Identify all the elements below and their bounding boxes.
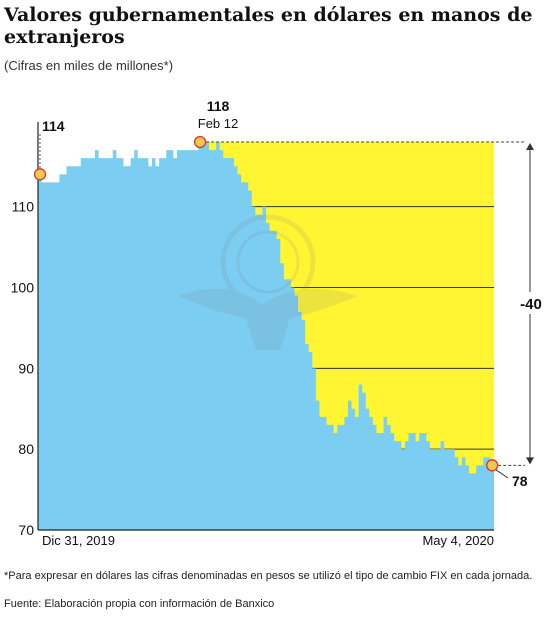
source-note: Fuente: Elaboración propia con informaci… (4, 598, 275, 610)
change-value-label: -40 (520, 296, 542, 313)
peak-value-label: 118 (207, 98, 230, 114)
x-tick-label-start: Dic 31, 2019 (42, 533, 115, 548)
watermark-inner-ring (236, 230, 300, 294)
x-tick-label-end: May 4, 2020 (422, 533, 494, 548)
end-marker (486, 459, 499, 472)
chart-title: Valores gubernamentales en dólares en ma… (4, 4, 533, 48)
change-arrow-bottom (526, 457, 534, 465)
peak-date-label: Feb 12 (198, 116, 238, 131)
y-tick-label: 70 (18, 522, 34, 538)
footnote: *Para expresar en dólares las cifras den… (4, 570, 533, 582)
watermark-emblem (178, 214, 358, 350)
end-value-label: 78 (512, 473, 528, 489)
y-tick-label: 90 (18, 360, 34, 376)
watermark-eagle (178, 288, 358, 350)
peak-marker (193, 135, 207, 149)
end-leader-line (494, 468, 509, 479)
start-marker (33, 168, 47, 181)
watermark-ring (220, 214, 316, 310)
y-tick-label: 80 (18, 441, 34, 457)
change-arrow-top (526, 143, 534, 150)
start-value-label: 114 (42, 118, 65, 134)
chart-subtitle: (Cifras en miles de millones*) (4, 58, 174, 73)
holdings-area (38, 142, 494, 530)
y-tick-label: 100 (11, 280, 35, 296)
change-label-bg (512, 292, 550, 314)
chart-svg: 70 80 90 100 110 Dic 31, 2019 May 4, 2020 114 11… (10, 98, 550, 548)
y-tick-label: 110 (12, 199, 35, 215)
